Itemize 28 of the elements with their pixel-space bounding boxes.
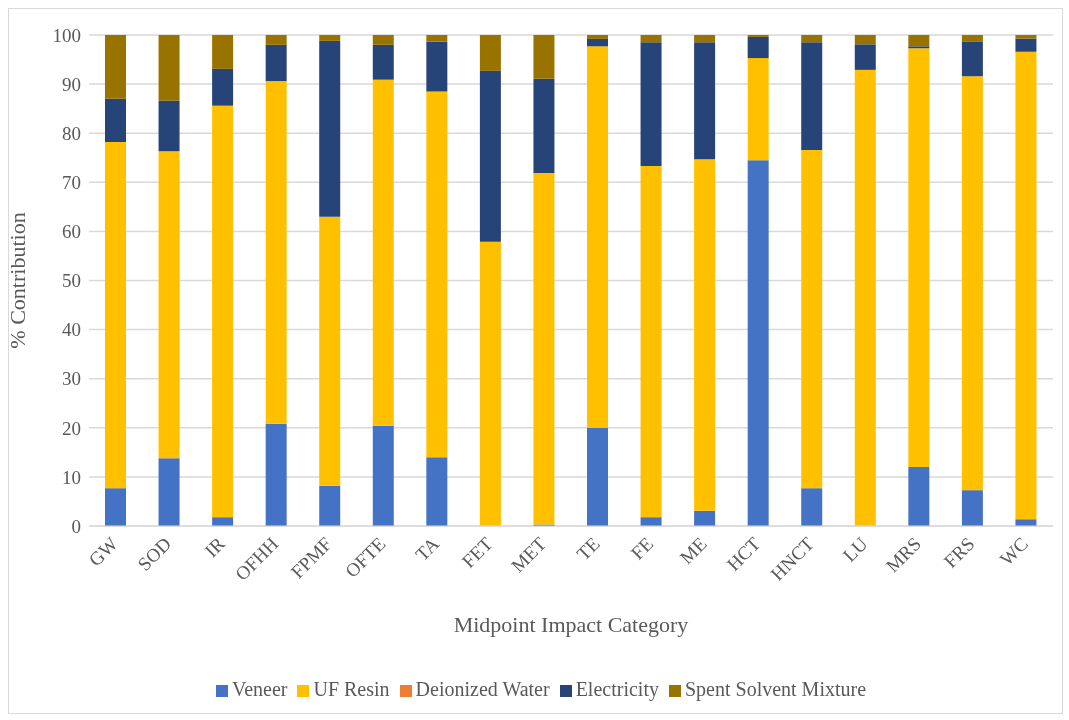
y-tick-label: 10	[62, 466, 81, 488]
x-axis-title: Midpoint Impact Category	[453, 612, 689, 637]
x-tick-label: TA	[411, 532, 444, 565]
x-tick-label: TE	[572, 533, 604, 565]
y-axis-title: % Contribution	[4, 212, 30, 349]
y-tick-label: 40	[62, 319, 81, 341]
legend-label: Veneer	[231, 678, 288, 700]
legend-label: Spent Solvent Mixture	[684, 678, 867, 700]
x-tick-label: SOD	[133, 533, 176, 575]
legend-label: Deionized Water	[415, 678, 550, 700]
x-tick-label: GW	[84, 533, 122, 571]
x-tick-label: WC	[995, 533, 1033, 570]
y-tick-label: 0	[71, 515, 81, 537]
y-tick-label: 60	[62, 221, 81, 243]
y-tick-label: 80	[62, 122, 81, 144]
y-tick-label: 90	[62, 73, 81, 95]
y-tick-label: 70	[62, 172, 81, 194]
y-tick-label: 30	[62, 368, 81, 390]
x-tick-label: FRS	[939, 533, 979, 572]
y-tick-label: 20	[62, 417, 81, 439]
x-tick-label: IR	[200, 532, 230, 562]
legend-label: Electricity	[575, 678, 659, 700]
legend-label: UF Resin	[313, 678, 390, 700]
y-tick-label: 50	[62, 270, 81, 292]
x-tick-label: LU	[838, 532, 872, 566]
x-tick-label: FE	[626, 533, 658, 564]
y-tick-label: 100	[52, 24, 81, 46]
x-tick-label: ME	[675, 533, 711, 569]
